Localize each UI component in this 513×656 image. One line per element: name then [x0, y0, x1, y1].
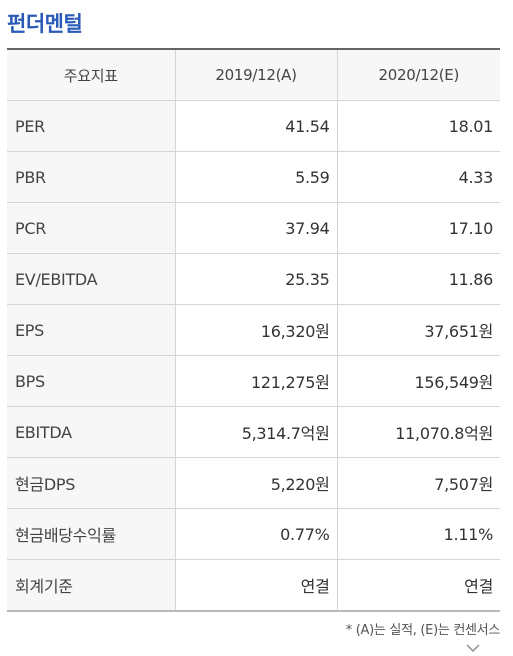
- row-label: EPS: [7, 304, 176, 356]
- footnote: * (A)는 실적, (E)는 컨센서스: [345, 623, 501, 638]
- value-2020: 11,070.8억원: [337, 406, 500, 458]
- value-2019: 25.35: [175, 253, 338, 305]
- value-2020: 1.11%: [337, 508, 500, 560]
- value-2020: 156,549원: [337, 355, 500, 407]
- fundamentals-table: 주요지표 2019/12(A) 2020/12(E) PER 41.54 18.…: [7, 50, 500, 610]
- table-row: PER 41.54 18.01: [7, 100, 500, 152]
- header-2020-estimate: 2020/12(E): [337, 50, 500, 101]
- table-row: 현금배당수익률 0.77% 1.11%: [7, 508, 500, 560]
- value-2019: 121,275원: [175, 355, 338, 407]
- row-label: EBITDA: [7, 406, 176, 458]
- table-row: PBR 5.59 4.33: [7, 151, 500, 203]
- value-2020: 연결: [464, 577, 493, 596]
- value-2019: 연결: [175, 559, 338, 610]
- value-2020: 7,507원: [337, 457, 500, 509]
- table-row: PCR 37.94 17.10: [7, 202, 500, 254]
- value-2019: 41.54: [175, 100, 338, 152]
- value-2019: 5,220원: [175, 457, 338, 509]
- row-label: PBR: [7, 151, 176, 203]
- header-indicator: 주요지표: [7, 50, 176, 101]
- header-2019-actual: 2019/12(A): [175, 50, 338, 101]
- value-2020: 37,651원: [337, 304, 500, 356]
- section-title: 펀더멘털: [7, 12, 83, 36]
- value-2020: 17.10: [337, 202, 500, 254]
- value-2020: 18.01: [337, 100, 500, 152]
- fundamentals-table-container: 주요지표 2019/12(A) 2020/12(E) PER 41.54 18.…: [7, 48, 500, 612]
- table-row: 회계기준 연결 연결: [7, 559, 500, 610]
- value-2020: 4.33: [337, 151, 500, 203]
- row-label: 회계기준: [7, 559, 176, 610]
- row-label: 현금DPS: [7, 457, 176, 509]
- row-label: BPS: [7, 355, 176, 407]
- row-label: 현금배당수익률: [7, 508, 176, 560]
- value-2020: 11.86: [337, 253, 500, 305]
- table-row: EPS 16,320원 37,651원: [7, 304, 500, 356]
- value-2019: 16,320원: [175, 304, 338, 356]
- row-label: PER: [7, 100, 176, 152]
- table-header-row: 주요지표 2019/12(A) 2020/12(E): [7, 50, 500, 101]
- row-label: PCR: [7, 202, 176, 254]
- table-row: EV/EBITDA 25.35 11.86: [7, 253, 500, 305]
- value-2019: 5.59: [175, 151, 338, 203]
- value-2019: 5,314.7억원: [175, 406, 338, 458]
- row-label: EV/EBITDA: [7, 253, 176, 305]
- value-2019: 37.94: [175, 202, 338, 254]
- chevron-down-icon[interactable]: [466, 641, 480, 655]
- table-row: BPS 121,275원 156,549원: [7, 355, 500, 407]
- value-2019: 0.77%: [175, 508, 338, 560]
- table-row: 현금DPS 5,220원 7,507원: [7, 457, 500, 509]
- table-row: EBITDA 5,314.7억원 11,070.8억원: [7, 406, 500, 458]
